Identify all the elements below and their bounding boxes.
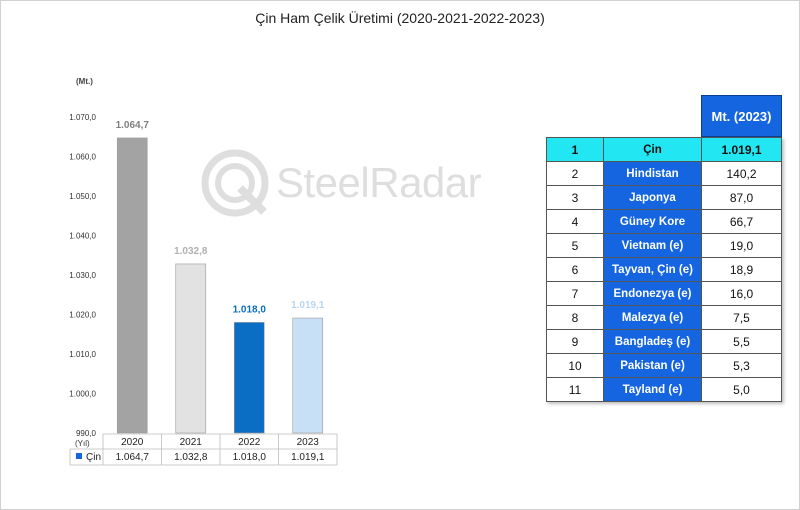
legend-label: Çin [86,452,101,463]
rank-cell: 11 [546,377,604,402]
data-table-value: 1.018,0 [233,452,267,463]
ranking-row: 3 Japonya 87,0 [546,185,782,210]
x-tick-label: 2020 [121,437,144,448]
x-tick-label: 2022 [238,437,261,448]
y-tick-label: 1.060,0 [69,153,96,162]
rank-cell: 4 [546,209,604,234]
bar [292,317,324,434]
x-tick-label: 2021 [180,437,203,448]
value-cell: 1.019,1 [701,137,782,162]
y-tick-label: 1.070,0 [69,113,96,122]
rank-cell: 10 [546,353,604,378]
ranking-row: 8 Malezya (e) 7,5 [546,305,782,330]
y-tick-label: 990,0 [76,429,97,438]
y-tick-label: 1.040,0 [69,232,96,241]
data-table-value: 1.064,7 [116,452,150,463]
watermark-text: SteelRadar [276,159,482,206]
rank-cell: 5 [546,233,604,258]
country-cell: Pakistan (e) [603,353,702,378]
value-cell: 7,5 [701,305,782,330]
country-cell: Çin [603,137,702,162]
rank-cell: 9 [546,329,604,354]
value-cell: 140,2 [701,161,782,186]
x-unit-label: (Yıl) [75,439,90,448]
bar [233,322,265,434]
data-table-value: 1.032,8 [174,452,208,463]
value-cell: 19,0 [701,233,782,258]
ranking-table: 1 Çin 1.019,1 2 Hindistan 140,2 3 Japonya 87,0 4 G… [546,137,782,402]
value-cell: 5,5 [701,329,782,354]
steelradar-logo-icon [201,149,269,217]
rank-cell: 7 [546,281,604,306]
y-tick-label: 1.010,0 [69,350,96,359]
y-tick-label: 1.000,0 [69,390,96,399]
country-cell: Vietnam (e) [603,233,702,258]
data-label: 1.032,8 [174,246,208,257]
value-cell: 18,9 [701,257,782,282]
data-label: 1.064,7 [116,120,150,131]
x-tick-label: 2023 [297,437,320,448]
country-cell: Malezya (e) [603,305,702,330]
country-cell: Endonezya (e) [603,281,702,306]
ranking-row: 10 Pakistan (e) 5,3 [546,353,782,378]
ranking-row: 9 Bangladeş (e) 5,5 [546,329,782,354]
ranking-row: 6 Tayvan, Çin (e) 18,9 [546,257,782,282]
ranking-row: 2 Hindistan 140,2 [546,161,782,186]
country-cell: Güney Kore [603,209,702,234]
ranking-row: 5 Vietnam (e) 19,0 [546,233,782,258]
data-label: 1.018,0 [233,304,267,315]
value-cell: 87,0 [701,185,782,210]
steelradar-watermark: SteelRadar [200,148,482,218]
ranking-row: 7 Endonezya (e) 16,0 [546,281,782,306]
data-label: 1.019,1 [291,300,325,311]
y-unit-label: (Mt.) [76,77,93,86]
ranking-row: 4 Güney Kore 66,7 [546,209,782,234]
bar-chart: 990,0 1.000,0 1.010,0 1.020,0 1.030,0 1.040,0… [69,113,338,466]
country-cell: Bangladeş (e) [603,329,702,354]
value-cell: 66,7 [701,209,782,234]
rank-cell: 3 [546,185,604,210]
y-tick-label: 1.020,0 [69,311,96,320]
chart-title: Çin Ham Çelik Üretimi (2020-2021-2022-20… [255,10,545,26]
rank-cell: 1 [546,137,604,162]
rank-cell: 8 [546,305,604,330]
country-cell: Tayland (e) [603,377,702,402]
bar [175,263,207,434]
value-cell: 16,0 [701,281,782,306]
y-tick-label: 1.050,0 [69,192,96,201]
data-table-value: 1.019,1 [291,452,325,463]
y-tick-label: 1.030,0 [69,271,96,280]
value-cell: 5,0 [701,377,782,402]
value-cell: 5,3 [701,353,782,378]
ranking-table-header: Mt. (2023) [701,95,782,137]
bar [116,137,148,434]
country-cell: Japonya [603,185,702,210]
country-cell: Tayvan, Çin (e) [603,257,702,282]
rank-cell: 6 [546,257,604,282]
ranking-row: 11 Tayland (e) 5,0 [546,377,782,402]
legend-swatch [76,453,82,459]
rank-cell: 2 [546,161,604,186]
country-cell: Hindistan [603,161,702,186]
ranking-row: 1 Çin 1.019,1 [546,137,782,162]
